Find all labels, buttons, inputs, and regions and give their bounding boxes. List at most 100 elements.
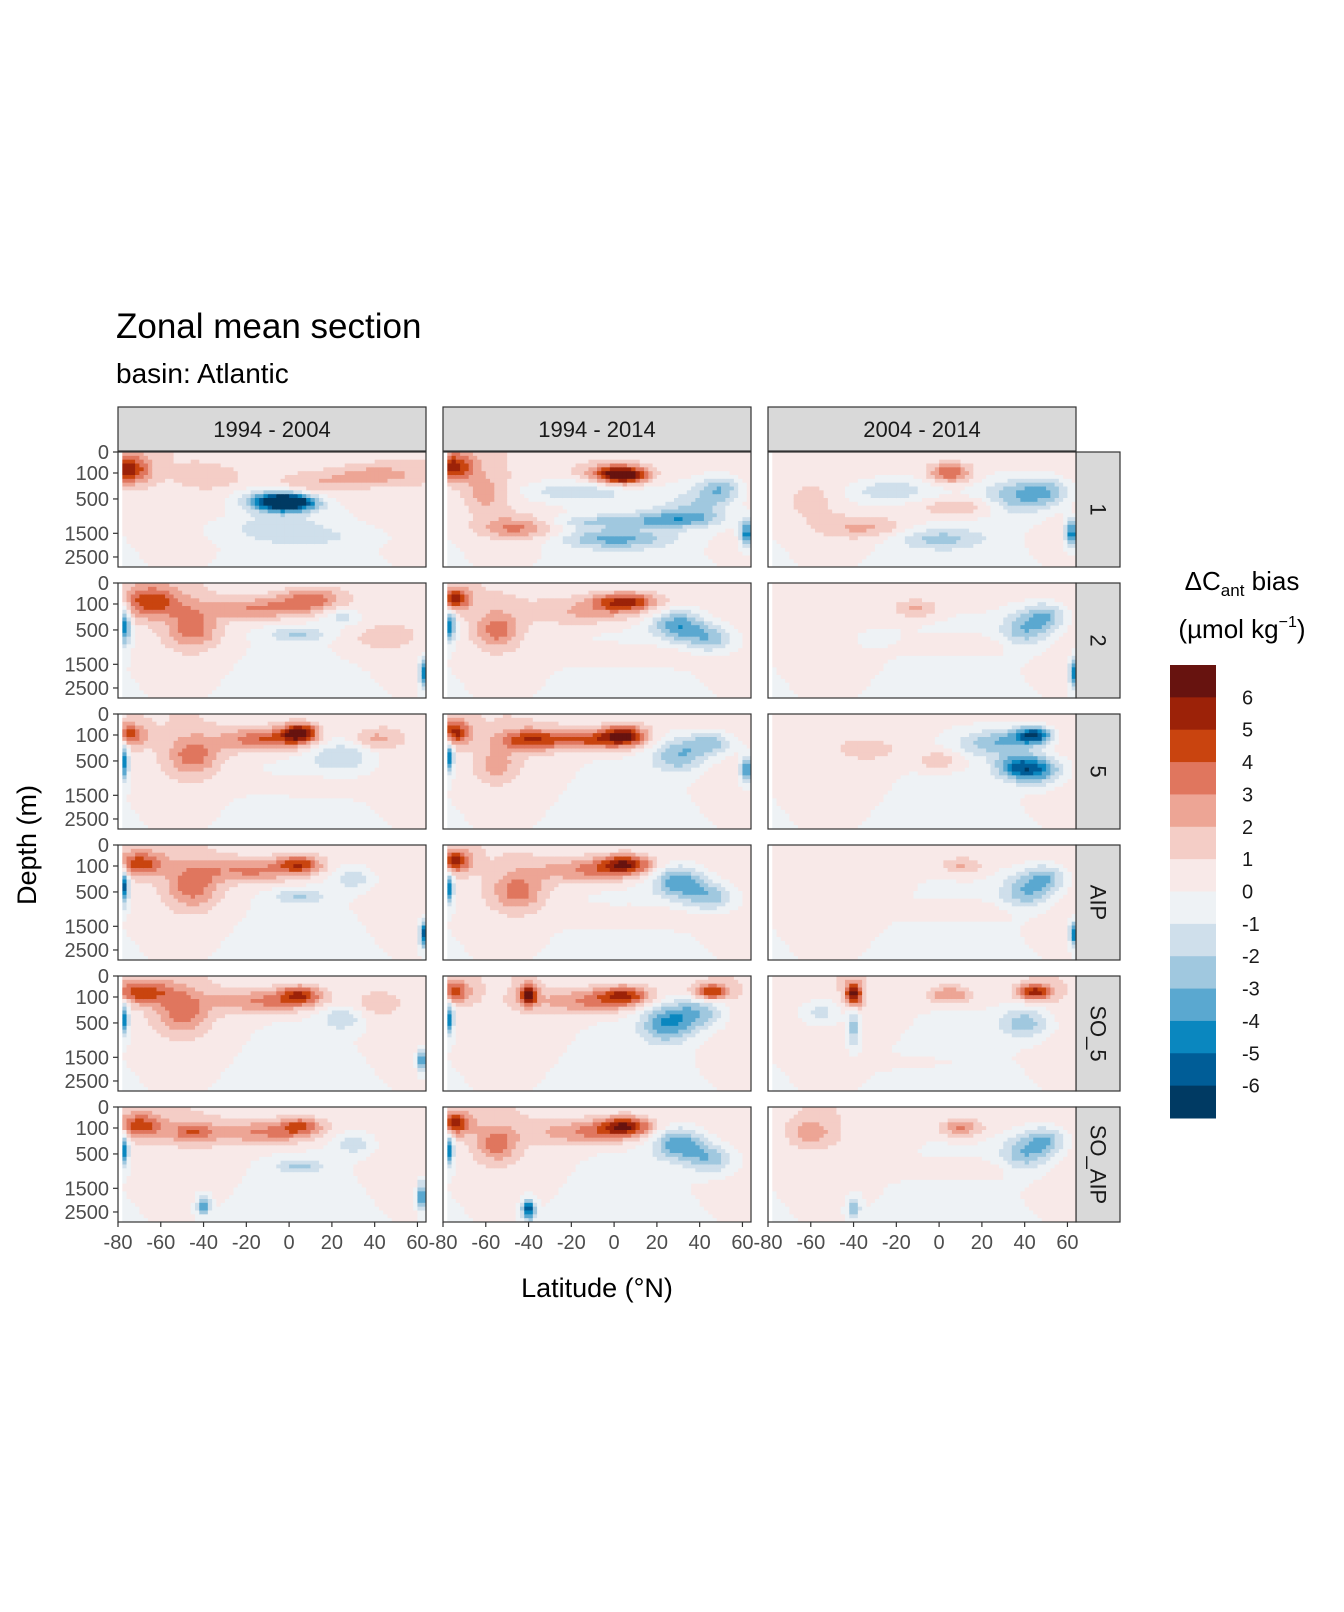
heatmap-cell bbox=[250, 532, 256, 537]
heatmap-cell bbox=[229, 471, 235, 476]
heatmap-cell bbox=[652, 536, 658, 541]
heatmap-cell bbox=[323, 478, 329, 484]
heatmap-cell bbox=[336, 452, 342, 457]
heatmap-cell bbox=[173, 517, 179, 522]
heatmap-cell bbox=[592, 513, 598, 518]
heatmap-cell bbox=[331, 455, 337, 461]
heatmap-cell bbox=[477, 521, 483, 526]
heatmap-cell bbox=[639, 478, 645, 484]
heatmap-cell bbox=[284, 490, 290, 495]
heatmap-cell bbox=[263, 501, 269, 507]
heatmap-cell bbox=[276, 509, 282, 514]
heatmap-cell bbox=[579, 513, 585, 518]
heatmap-cell bbox=[417, 513, 423, 518]
heatmap-cell bbox=[789, 501, 795, 507]
heatmap-cell bbox=[528, 559, 534, 564]
heatmap-cell bbox=[357, 551, 363, 557]
heatmap-cell bbox=[490, 509, 495, 514]
heatmap-cell bbox=[797, 563, 803, 567]
heatmap-cell bbox=[464, 494, 470, 499]
heatmap-cell bbox=[280, 494, 286, 499]
heatmap-cell bbox=[772, 471, 778, 476]
heatmap-cell bbox=[301, 524, 307, 530]
heatmap-cell bbox=[567, 459, 572, 465]
heatmap-cell bbox=[789, 532, 795, 537]
heatmap-cell bbox=[340, 463, 346, 468]
heatmap-cell bbox=[579, 521, 585, 526]
heatmap-cell bbox=[661, 555, 667, 560]
heatmap-cell bbox=[387, 540, 393, 545]
heatmap-cell bbox=[554, 452, 560, 457]
heatmap-cell bbox=[674, 459, 679, 465]
heatmap-cell bbox=[802, 467, 808, 472]
heatmap-cell bbox=[165, 452, 170, 457]
heatmap-cell bbox=[511, 494, 517, 499]
heatmap-cell bbox=[190, 559, 196, 564]
heatmap-cell bbox=[832, 517, 838, 522]
heatmap-cell bbox=[490, 517, 495, 522]
heatmap-cell bbox=[507, 478, 513, 484]
heatmap-cell bbox=[631, 536, 637, 541]
heatmap-cell bbox=[712, 482, 718, 488]
heatmap-cell bbox=[472, 540, 478, 545]
heatmap-cell bbox=[532, 467, 538, 472]
heatmap-cell bbox=[177, 547, 183, 553]
heatmap-cell bbox=[780, 521, 786, 526]
heatmap-cell bbox=[173, 494, 179, 499]
heatmap-cell bbox=[712, 509, 718, 514]
heatmap-cell bbox=[780, 513, 786, 518]
heatmap-cell bbox=[823, 490, 829, 495]
heatmap-cell bbox=[579, 478, 585, 484]
heatmap-cell bbox=[203, 524, 209, 530]
row-strip-label: 2 bbox=[1086, 634, 1111, 646]
heatmap-cell bbox=[810, 524, 816, 530]
heatmap-cell bbox=[712, 517, 718, 522]
heatmap-cell bbox=[729, 532, 735, 537]
heatmap-cell bbox=[143, 494, 149, 499]
heatmap-cell bbox=[212, 501, 217, 507]
heatmap-cell bbox=[511, 452, 517, 457]
heatmap-cell bbox=[207, 544, 213, 549]
heatmap-cell bbox=[263, 475, 269, 480]
heatmap-cell bbox=[498, 478, 504, 484]
heatmap-cell bbox=[558, 551, 564, 557]
heatmap-cell bbox=[605, 486, 611, 491]
heatmap-cell bbox=[447, 501, 453, 507]
heatmap-cell bbox=[242, 559, 247, 564]
heatmap-cell bbox=[327, 547, 333, 553]
heatmap-cell bbox=[815, 544, 820, 549]
heatmap-cell bbox=[592, 536, 598, 541]
heatmap-cell bbox=[622, 498, 628, 503]
heatmap-cell bbox=[614, 505, 619, 511]
heatmap-cell bbox=[331, 544, 337, 549]
heatmap-cell bbox=[601, 486, 607, 491]
heatmap-cell bbox=[404, 509, 410, 514]
heatmap-cell bbox=[400, 455, 406, 461]
heatmap-cell bbox=[738, 559, 744, 564]
heatmap-cell bbox=[520, 501, 525, 507]
heatmap-cell bbox=[806, 524, 812, 530]
heatmap-cell bbox=[674, 528, 679, 534]
heatmap-cell bbox=[250, 494, 256, 499]
heatmap-cell bbox=[374, 513, 380, 518]
heatmap-cell bbox=[549, 452, 555, 457]
heatmap-cell bbox=[413, 452, 419, 457]
heatmap-cell bbox=[272, 482, 277, 488]
heatmap-cell bbox=[357, 490, 363, 495]
heatmap-cell bbox=[588, 463, 594, 468]
heatmap-cell bbox=[272, 501, 277, 507]
heatmap-cell bbox=[383, 555, 389, 560]
heatmap-cell bbox=[648, 482, 654, 488]
heatmap-cell bbox=[177, 459, 183, 465]
heatmap-cell bbox=[669, 459, 675, 465]
heatmap-cell bbox=[383, 490, 389, 495]
heatmap-cell bbox=[353, 501, 359, 507]
heatmap-cell bbox=[301, 455, 307, 461]
heatmap-cell bbox=[259, 521, 265, 526]
heatmap-cell bbox=[588, 471, 594, 476]
heatmap-cell bbox=[836, 513, 842, 518]
heatmap-cell bbox=[656, 521, 662, 526]
heatmap-cell bbox=[592, 494, 598, 499]
heatmap-cell bbox=[836, 551, 842, 557]
heatmap-cell bbox=[537, 463, 542, 468]
